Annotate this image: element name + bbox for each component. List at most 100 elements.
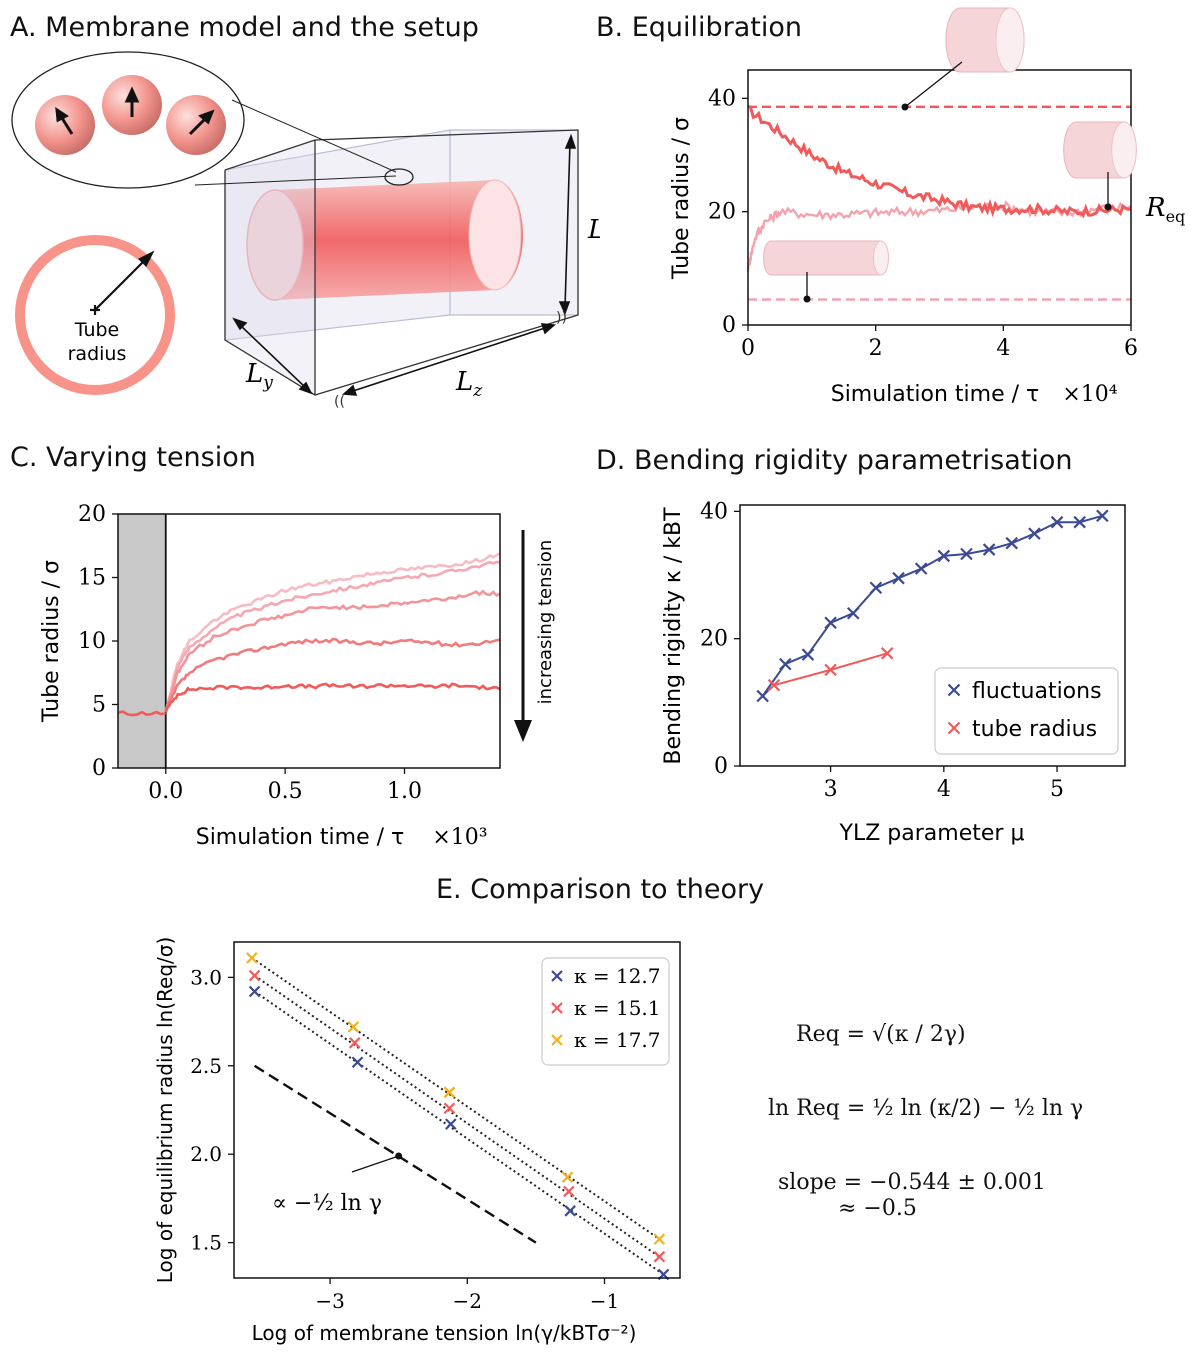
e-point-0-1 <box>351 1056 364 1069</box>
d-xtick-label-0: 3 <box>824 777 838 802</box>
equation-approx: ≈ −0.5 <box>838 1196 917 1221</box>
e-legend-marker-0 <box>551 970 563 982</box>
d-legend-marker-0 <box>947 683 961 697</box>
e-point-1-1 <box>348 1037 361 1049</box>
b-series-0 <box>747 104 1132 219</box>
tube-radius-label-2: radius <box>68 343 127 365</box>
c-series-2 <box>164 637 501 711</box>
c-series-1 <box>164 682 501 713</box>
d-legend-marker-1 <box>947 721 961 735</box>
c-ytick-label-2: 10 <box>78 629 106 654</box>
d-xtick-label-1: 4 <box>937 777 951 802</box>
e-legend-marker-1 <box>551 1002 563 1014</box>
e-point-1-4 <box>653 1251 666 1263</box>
e-legend-label-1: κ = 15.1 <box>574 996 661 1020</box>
c-ytick-label-0: 0 <box>92 756 106 781</box>
d-point-0-12 <box>1028 527 1041 540</box>
d-point-0-0 <box>756 689 769 703</box>
b-snapshot-mid <box>1063 121 1137 179</box>
c-ylabel: Tube radius / σ <box>39 560 64 723</box>
e-annotation-text: ∝ −½ ln γ <box>272 1191 382 1216</box>
d-point-0-3 <box>824 616 837 630</box>
d-point-0-14 <box>1073 515 1086 529</box>
equation-ln-req: ln Req = ½ ln (κ/2) − ½ ln γ <box>768 1096 1084 1121</box>
lz-label: Lz <box>455 367 483 401</box>
e-legend-box <box>541 957 670 1066</box>
lx-label: Lx <box>587 215 600 249</box>
d-point-0-8 <box>937 549 951 563</box>
equation-slope: slope = −0.544 ± 0.001 <box>778 1170 1046 1195</box>
c-xlabel: Simulation time / τ <box>196 825 405 850</box>
d-legend-label-1: tube radius <box>972 717 1097 742</box>
e-point-0-3 <box>564 1205 576 1217</box>
b-ytick-label-0: 0 <box>722 313 736 338</box>
d-point-0-4 <box>846 606 860 620</box>
b-xlabel: Simulation time / τ <box>831 382 1040 407</box>
b-pointer-dot-3 <box>803 295 811 303</box>
b-pointer-dot-1 <box>901 103 909 111</box>
b-xtick-label-1: 2 <box>869 336 883 361</box>
d-point-0-11 <box>1005 536 1019 550</box>
e-fit-line-1 <box>254 974 660 1258</box>
e-point-2-3 <box>561 1171 574 1183</box>
e-point-0-2 <box>445 1118 457 1130</box>
e-point-1-2 <box>443 1102 456 1115</box>
e-annotation-pointer <box>351 1155 399 1173</box>
b-ytick-label-2: 40 <box>708 86 736 111</box>
membrane-tube <box>247 180 523 300</box>
d-point-1-2 <box>880 647 894 660</box>
d-plot-frame <box>739 504 1126 767</box>
d-legend-box <box>934 667 1119 755</box>
bead-3 <box>166 95 226 155</box>
d-xtick-label-2: 5 <box>1050 777 1064 802</box>
d-ylabel: Bending rigidity κ / kBT <box>661 507 686 765</box>
b-pointer-1 <box>904 61 963 108</box>
d-xlabel: YLZ parameter μ <box>839 821 1025 846</box>
d-point-0-5 <box>869 581 883 595</box>
e-ytick-label-0: 1.5 <box>190 1231 222 1255</box>
e-plot-frame <box>233 941 681 1279</box>
c-shaded-region <box>118 514 166 768</box>
e-point-0-0 <box>248 985 261 998</box>
b-xtick-label-0: 0 <box>741 336 755 361</box>
d-point-0-13 <box>1050 515 1064 529</box>
c-series-4 <box>164 560 501 711</box>
d-ytick-label-0: 0 <box>714 754 728 779</box>
c-tension-label: increasing tension <box>535 540 556 705</box>
d-point-0-1 <box>779 657 792 671</box>
e-xtick-label-1: −2 <box>453 1289 482 1313</box>
b-x-multiplier: ×10⁴ <box>1062 382 1117 407</box>
c-series-5 <box>164 552 501 713</box>
d-point-0-10 <box>982 543 996 556</box>
d-ytick-label-1: 20 <box>700 627 728 652</box>
e-point-2-4 <box>653 1233 666 1245</box>
svg-text:)): )) <box>556 310 567 326</box>
tube-radius-label-1: Tube <box>74 319 120 341</box>
e-xtick-label-0: −3 <box>315 1289 344 1313</box>
b-ylabel: Tube radius / σ <box>669 117 694 280</box>
e-ytick-label-1: 2.0 <box>190 1142 222 1166</box>
c-ytick-label-1: 5 <box>92 693 106 718</box>
e-point-2-2 <box>443 1086 456 1099</box>
panel-e-title: E. Comparison to theory <box>436 874 765 905</box>
svg-text:((: (( <box>334 394 345 410</box>
d-point-0-15 <box>1096 509 1109 523</box>
b-xtick-label-3: 6 <box>1124 336 1138 361</box>
b-snapshot-large <box>945 7 1025 73</box>
b-ytick-label-1: 20 <box>708 200 736 225</box>
equation-req: Req = √(κ / 2γ) <box>796 1022 966 1047</box>
e-point-1-0 <box>248 969 261 982</box>
c-series-3 <box>164 589 501 713</box>
b-xtick-label-2: 4 <box>996 336 1010 361</box>
b-plot-frame <box>747 69 1132 326</box>
tube-cross-section <box>15 235 175 395</box>
d-point-0-2 <box>801 648 815 661</box>
panel-a-illustration: Tube radius )) (( Lx Ly Lz <box>11 51 600 410</box>
d-point-1-1 <box>824 663 837 677</box>
b-snapshot-small <box>763 240 889 276</box>
panel-c-title: C. Varying tension <box>10 442 256 473</box>
e-ytick-label-2: 2.5 <box>190 1054 222 1078</box>
